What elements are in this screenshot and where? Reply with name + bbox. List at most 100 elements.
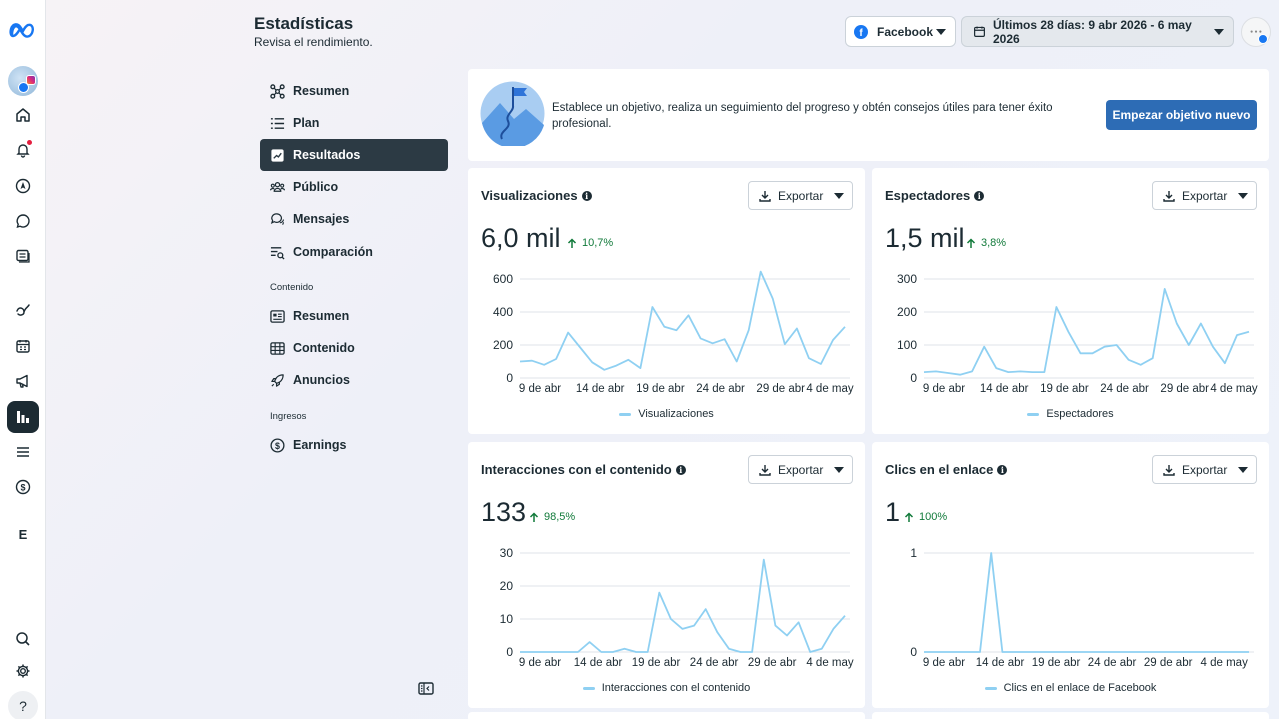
legend-label: Espectadores [1046,408,1114,420]
date-range-label: Últimos 28 días: 9 abr 2026 - 6 may 2026 [993,17,1192,46]
platform-label: Facebook [877,24,934,39]
card-title-text: Visualizaciones [481,188,578,203]
x-tick-label: 14 de abr [574,657,623,669]
export-button[interactable]: Exportar [748,455,853,484]
legend-label: Visualizaciones [638,408,714,420]
messenger-icon[interactable] [7,205,39,237]
nav-label: Comparación [293,245,373,259]
chevron-down-icon [936,28,946,35]
y-tick-label: 100 [897,338,917,352]
info-icon[interactable]: i [581,190,592,201]
x-tick-label: 24 de abr [690,657,739,669]
meta-logo-icon[interactable] [7,14,39,46]
nav-section-ingresos: Ingresos [270,411,307,422]
series-line [923,287,1250,376]
info-icon[interactable]: i [997,464,1008,475]
nav-item-anuncios[interactable]: Anuncios [260,364,448,396]
facebook-badge-icon [18,82,29,93]
info-icon[interactable]: i [974,190,985,201]
y-tick-label: 400 [493,305,513,319]
compass-icon[interactable] [7,170,39,202]
nav-item-earnings[interactable]: $ Earnings [260,429,448,461]
line-chart: 0 10 20 30 9 de abr 14 de abr 19 de abr 24 de a… [500,546,854,669]
y-tick-label: 0 [506,371,513,385]
metric-delta: 3,8% [966,237,1006,249]
platform-dropdown[interactable]: f Facebook [845,16,956,47]
metric-value: 1 [885,497,901,527]
download-icon [759,190,771,202]
metric-card-interacciones: Interacciones con el contenido i Exportar… [468,442,865,708]
chevron-down-icon [1238,466,1248,473]
y-tick-label: 20 [500,579,514,593]
x-tick-label: 9 de abr [519,383,561,395]
nav-item-contenido[interactable]: Contenido [260,332,448,364]
card-title-text: Interacciones con el contenido [481,462,672,477]
goal-banner: Establece un objetivo, realiza un seguim… [468,69,1269,161]
series-line [924,552,1249,653]
nav-item-resumen[interactable]: Resumen [260,75,448,107]
chat-icon [269,211,285,227]
card-title-text: Espectadores [885,188,971,203]
x-tick-label: 14 de abr [576,383,625,395]
export-button[interactable]: Exportar [1152,181,1257,210]
svg-text:$: $ [275,440,280,450]
people-icon [269,179,285,195]
x-tick-label: 9 de abr [519,657,561,669]
info-icon[interactable]: i [675,464,686,475]
export-button[interactable]: Exportar [1152,455,1257,484]
y-tick-label: 0 [506,645,513,659]
settings-gear-icon[interactable] [7,655,39,687]
y-tick-label: 0 [910,371,917,385]
start-goal-button[interactable]: Empezar objetivo nuevo [1106,100,1257,130]
menu-icon[interactable] [7,436,39,468]
x-tick-label: 24 de abr [696,383,745,395]
line-chart: 0 200 400 600 9 de abr 14 de abr 19 de abr 24 d… [493,270,854,395]
nav-item-publico[interactable]: Público [260,171,448,203]
notifications-bell-icon[interactable] [7,134,39,166]
chevron-down-icon [1238,192,1248,199]
legend-label: Interacciones con el contenido [601,682,751,694]
export-button[interactable]: Exportar [748,181,853,210]
next-card-edge [468,712,865,719]
y-tick-label: 200 [897,305,917,319]
metric-delta: 100% [904,511,947,523]
megaphone-icon[interactable] [7,365,39,397]
dollar-icon: $ [269,437,285,453]
account-initial[interactable]: E [7,518,39,550]
arrow-up-icon [904,511,914,522]
x-tick-label: 29 de abr [756,383,805,395]
line-chart: 0 100 200 300 9 de abr 14 de abr 19 de abr 24 d… [897,272,1258,395]
nav-item-plan[interactable]: Plan [260,107,448,139]
chevron-down-icon [834,192,844,199]
calendar-icon[interactable] [7,330,39,362]
delta-text: 98,5% [544,511,576,523]
metric-card-espectadores: Espectadores i Exportar 1,5 mil 3,8% 0 100… [872,168,1269,434]
nav-item-comparacion[interactable]: Comparación [260,236,448,268]
metric-value: 6,0 mil [481,223,561,253]
nav-label: Plan [293,116,320,130]
x-tick-label: 29 de abr [1160,383,1209,395]
y-tick-label: 1 [910,546,917,560]
line-chart: 019 de abr 14 de abr 19 de abr 24 de abr 29 … [910,546,1254,669]
help-button[interactable]: ? [7,690,39,719]
leaf-icon[interactable] [7,294,39,326]
feed-icon[interactable] [7,240,39,272]
insights-icon[interactable] [7,401,39,433]
card-title: Espectadores i [885,188,985,203]
delta-text: 3,8% [981,237,1007,249]
x-tick-label: 14 de abr [976,657,1025,669]
collapse-sidebar-icon[interactable] [418,682,434,700]
nav-item-resultados[interactable]: Resultados [260,139,448,171]
home-icon[interactable] [7,99,39,131]
dollar-circle-icon[interactable]: $ [7,471,39,503]
nav-item-mensajes[interactable]: Mensajes [260,203,448,235]
x-tick-label: 24 de abr [1088,657,1137,669]
nav-item-contenido-resumen[interactable]: Resumen [260,300,448,332]
series-line [520,558,846,653]
date-range-dropdown[interactable]: Últimos 28 días: 9 abr 2026 - 6 may 2026 [961,16,1234,47]
download-icon [759,464,771,476]
search-icon[interactable] [7,623,39,655]
x-tick-label: 4 de may [806,383,854,395]
nav-label: Contenido [293,341,355,355]
page-title: Estadísticas [254,14,354,33]
